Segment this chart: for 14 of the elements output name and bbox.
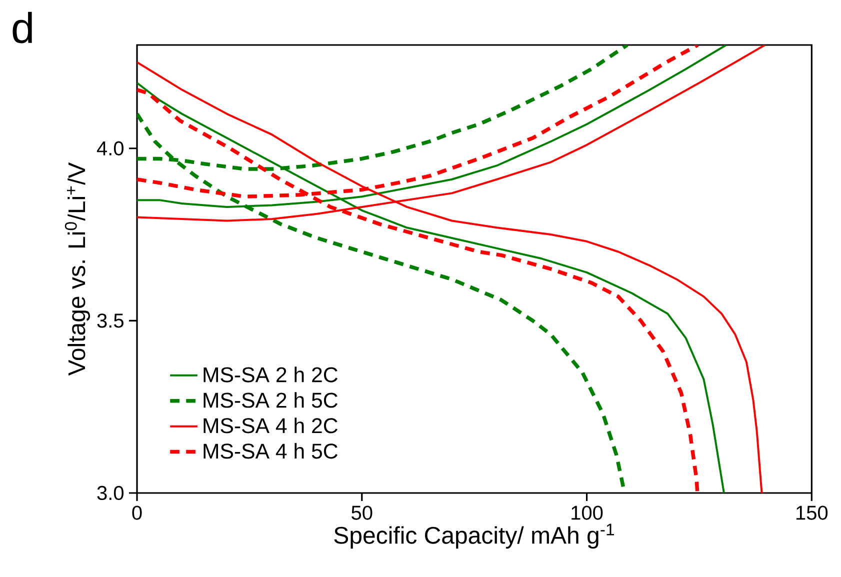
legend-label: MS-SA 2 h 2C <box>204 366 338 382</box>
y-tick-label: 3.0 <box>97 486 124 500</box>
x-tick-label: 150 <box>796 506 828 520</box>
legend-label: MS-SA 4 h 5C <box>204 443 338 459</box>
chart-title: d <box>12 12 32 44</box>
legend-label: MS-SA 2 h 5C <box>204 392 338 408</box>
legend-label: MS-SA 4 h 2C <box>204 418 338 434</box>
y-axis-title: Voltage vs. Li$^{0}$/Li$^{+}$/V <box>64 162 90 376</box>
y-tick-label: 3.5 <box>97 314 124 328</box>
x-tick-label: 100 <box>572 506 603 520</box>
x-tick-label: 0 <box>132 506 142 520</box>
x-tick-label: 50 <box>352 506 372 520</box>
y-tick-label: 4.0 <box>96 141 124 156</box>
x-axis-title: Specific Capacity/ mAh g$^{-1}$ <box>334 524 614 549</box>
